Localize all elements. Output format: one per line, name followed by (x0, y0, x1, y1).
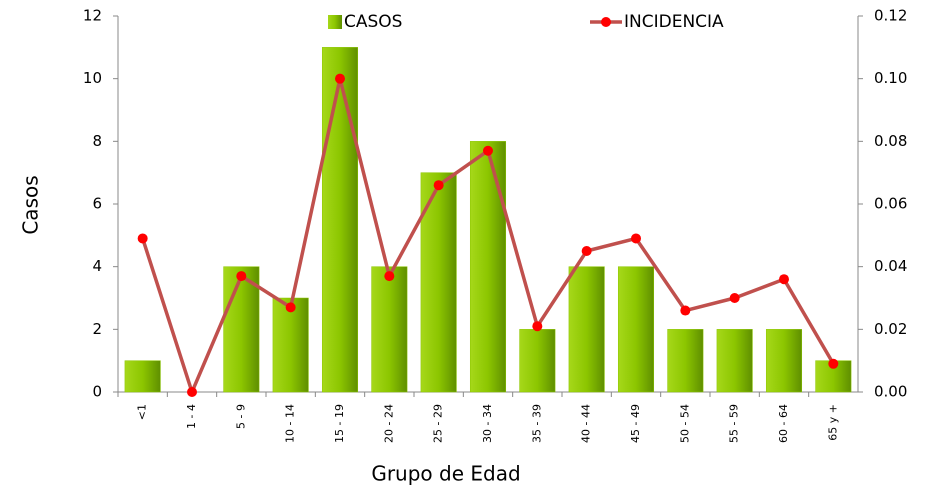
x-tick-label: 40 - 44 (580, 404, 593, 443)
x-tick-label: 1 - 4 (185, 404, 198, 429)
x-tick-label: 5 - 9 (234, 404, 247, 429)
y2-tick-label: 0.12 (874, 7, 907, 25)
legend-label: INCIDENCIA (624, 12, 724, 32)
marker (581, 246, 592, 256)
bar (371, 266, 408, 393)
legend-label: CASOS (344, 12, 402, 32)
bar (469, 141, 507, 393)
marker (729, 293, 740, 303)
bar (124, 360, 161, 393)
marker (236, 271, 247, 282)
marker (285, 302, 296, 313)
x-tick-label: 10 - 14 (284, 404, 297, 443)
x-tick-label: 20 - 24 (382, 404, 395, 443)
y-axis-title: Casos (19, 175, 43, 234)
bar (321, 47, 359, 393)
bar (765, 329, 803, 393)
x-tick-label: 65 y + (826, 404, 839, 441)
x-tick-label: 55 - 59 (728, 404, 741, 443)
x-tick-label: 25 - 29 (432, 404, 445, 443)
legend-marker (601, 17, 611, 27)
y-tick-label: 6 (92, 195, 102, 213)
bar (568, 266, 605, 393)
bar (617, 266, 655, 393)
bar (667, 329, 704, 393)
y-tick-label: 4 (92, 257, 102, 275)
marker (779, 274, 789, 285)
y2-tick-label: 0.06 (874, 195, 907, 213)
marker (433, 180, 444, 191)
bar (272, 297, 309, 393)
marker (335, 73, 345, 84)
x-tick-label: 60 - 64 (777, 404, 790, 443)
y-tick-label: 0 (92, 383, 102, 401)
marker (532, 321, 543, 332)
x-tick-label: 45 - 49 (629, 404, 642, 443)
x-tick-label: 50 - 54 (678, 404, 691, 443)
x-axis-title: Grupo de Edad (371, 462, 520, 486)
y2-tick-label: 0.04 (874, 257, 907, 275)
marker (631, 233, 641, 244)
marker (187, 387, 197, 397)
marker (384, 271, 395, 282)
bar (223, 266, 260, 393)
marker (483, 145, 493, 156)
legend-swatch (328, 15, 342, 29)
y2-tick-label: 0.02 (874, 320, 907, 338)
marker (680, 305, 691, 316)
y2-tick-label: 0.00 (874, 383, 907, 401)
y2-tick-label: 0.08 (874, 132, 907, 150)
y-tick-label: 8 (92, 132, 102, 150)
marker (137, 233, 148, 244)
bar (716, 329, 753, 393)
y-tick-label: 10 (83, 69, 102, 87)
bar (519, 329, 556, 393)
y-tick-label: 2 (92, 320, 102, 338)
marker (828, 358, 839, 369)
x-tick-label: 35 - 39 (530, 404, 543, 443)
x-tick-label: 15 - 19 (333, 404, 346, 443)
x-tick-label: <1 (136, 404, 149, 420)
y-tick-label: 12 (83, 7, 102, 25)
y2-tick-label: 0.10 (874, 69, 907, 87)
x-tick-label: 30 - 34 (481, 404, 494, 443)
